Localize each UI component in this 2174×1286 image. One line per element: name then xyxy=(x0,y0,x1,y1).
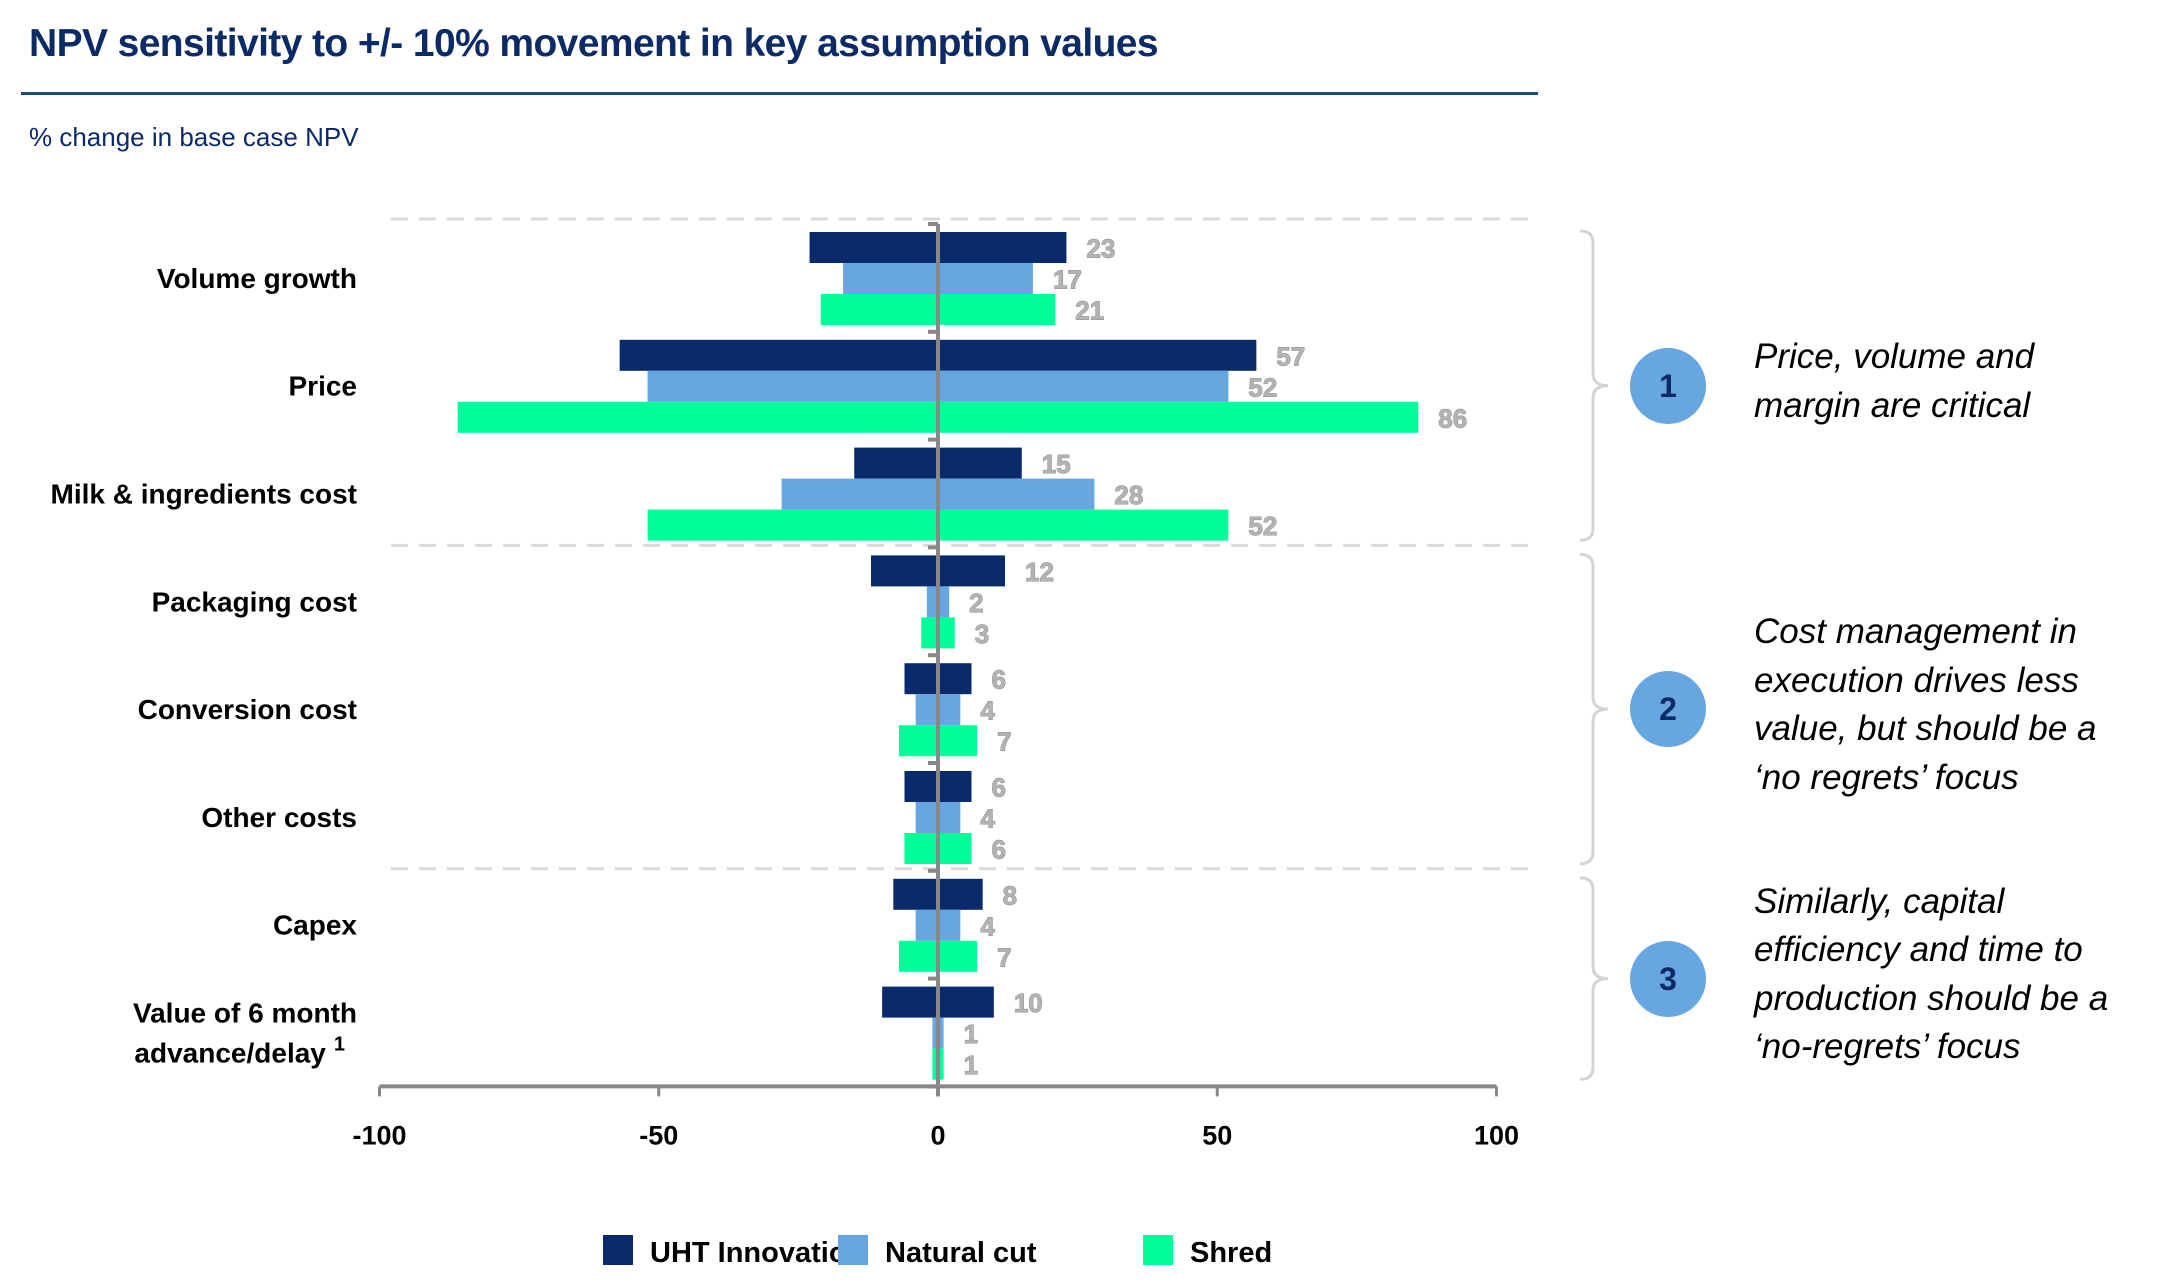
value-label: 3 xyxy=(975,619,989,649)
value-label: 8 xyxy=(1003,880,1017,910)
value-label: 6 xyxy=(992,665,1006,695)
x-tick-label: 50 xyxy=(1202,1120,1232,1150)
value-label: 21 xyxy=(1075,296,1104,326)
annotation-line: value, but should be a xyxy=(1754,709,2097,749)
legend-label: Shred xyxy=(1190,1237,1272,1269)
annotation-text: Cost management in execution drives less v… xyxy=(1754,608,2164,802)
axes xyxy=(378,222,1498,1097)
annotation-line: Cost management in xyxy=(1754,612,2077,652)
value-label: 2 xyxy=(969,588,983,618)
value-label: 28 xyxy=(1114,480,1143,510)
annotation-line: ‘no-regrets’ focus xyxy=(1754,1027,2021,1067)
value-label: 23 xyxy=(1086,234,1115,264)
value-label: 4 xyxy=(980,911,995,941)
value-label: 12 xyxy=(1025,557,1054,587)
legend: UHT Innovation Natural cut Shred xyxy=(603,1235,1272,1269)
category-label: Conversion cost xyxy=(138,694,357,725)
annotation-number-badge: 1 xyxy=(1630,347,1706,424)
category-label: Capex xyxy=(273,910,357,941)
legend-swatch-uht-innovation xyxy=(603,1235,633,1265)
value-label: 6 xyxy=(992,835,1006,865)
category-label: advance/delay 1 xyxy=(134,1034,345,1069)
x-tick-label: -100 xyxy=(352,1120,406,1150)
annotation-number-badge: 2 xyxy=(1630,671,1706,748)
annotation-line: ‘no regrets’ focus xyxy=(1754,757,2019,797)
x-tick-labels: -100 -50 0 50 100 xyxy=(352,1120,1519,1150)
value-label: 10 xyxy=(1014,988,1043,1018)
x-tick-label: -50 xyxy=(639,1120,678,1150)
value-label: 52 xyxy=(1248,372,1277,402)
group-brace xyxy=(1579,229,1609,542)
value-label: 4 xyxy=(980,696,995,726)
legend-label: Natural cut xyxy=(885,1237,1037,1269)
category-label: Volume growth xyxy=(157,263,357,294)
category-label: Price xyxy=(289,371,358,402)
title-underline xyxy=(21,92,1538,95)
annotation-text: Similarly, capital efficiency and time to… xyxy=(1754,878,2164,1072)
value-label: 15 xyxy=(1042,449,1071,479)
value-label: 86 xyxy=(1438,403,1467,433)
category-label: Packaging cost xyxy=(152,586,357,617)
value-label: 4 xyxy=(980,804,995,834)
value-label: 1 xyxy=(964,1019,978,1049)
footnote-marker: 1 xyxy=(334,1034,345,1056)
annotation-line: production should be a xyxy=(1754,978,2109,1018)
annotation-line: execution drives less xyxy=(1754,660,2079,700)
group-separators xyxy=(391,217,1532,871)
annotation-line: margin are critical xyxy=(1754,385,2031,425)
value-label: 57 xyxy=(1276,341,1305,371)
value-label: 52 xyxy=(1248,511,1277,541)
category-label: Value of 6 month xyxy=(133,998,357,1029)
annotation-number-badge: 3 xyxy=(1630,940,1706,1017)
value-label: 6 xyxy=(992,773,1006,803)
annotation-text: Price, volume and margin are critical xyxy=(1754,333,2164,430)
legend-swatch-natural-cut xyxy=(838,1235,868,1265)
category-labels: Volume growth Price Milk & ingredients cos… xyxy=(51,263,358,1069)
value-label: 1 xyxy=(964,1050,978,1080)
annotation-line: efficiency and time to xyxy=(1754,930,2083,970)
group-brace xyxy=(1579,876,1609,1081)
chart-title: NPV sensitivity to +/- 10% movement in k… xyxy=(29,22,1159,65)
category-label: Milk & ingredients cost xyxy=(51,479,358,510)
x-tick-label: 0 xyxy=(930,1120,945,1150)
category-label: Other costs xyxy=(201,802,357,833)
legend-label: UHT Innovation xyxy=(650,1237,864,1269)
annotation-line: Price, volume and xyxy=(1754,337,2035,377)
braces xyxy=(1579,229,1609,1081)
group-brace xyxy=(1579,552,1609,866)
value-label: 7 xyxy=(997,942,1011,972)
value-label: 7 xyxy=(997,727,1011,757)
chart-subtitle: % change in base case NPV xyxy=(29,122,359,152)
value-label: 17 xyxy=(1053,265,1082,295)
legend-swatch-shred xyxy=(1143,1235,1173,1265)
annotation-line: Similarly, capital xyxy=(1754,881,2005,921)
x-tick-label: 100 xyxy=(1474,1120,1519,1150)
